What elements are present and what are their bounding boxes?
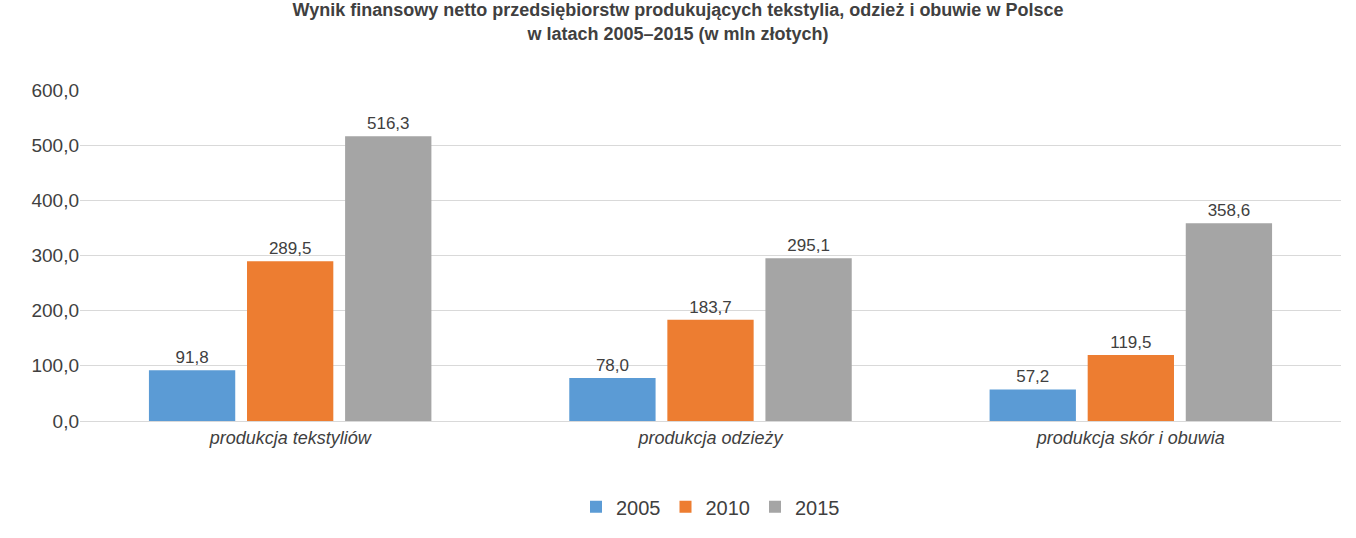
svg-text:358,6: 358,6	[1208, 201, 1251, 220]
svg-text:0,0: 0,0	[53, 411, 79, 432]
svg-text:400,0: 400,0	[31, 190, 79, 211]
svg-text:78,0: 78,0	[596, 356, 629, 375]
svg-text:produkcja tekstyliów: produkcja tekstyliów	[209, 428, 372, 448]
svg-text:100,0: 100,0	[31, 355, 79, 376]
svg-text:119,5: 119,5	[1110, 333, 1151, 352]
svg-text:91,8: 91,8	[176, 348, 209, 367]
svg-text:516,3: 516,3	[367, 114, 410, 133]
svg-text:2005: 2005	[616, 497, 661, 519]
svg-text:produkcja odzieży: produkcja odzieży	[637, 428, 783, 448]
svg-text:600,0: 600,0	[31, 80, 79, 101]
svg-text:295,1: 295,1	[787, 236, 830, 255]
svg-text:289,5: 289,5	[269, 239, 312, 258]
svg-text:Wynik finansowy netto przedsię: Wynik finansowy netto przedsiębiorstw pr…	[293, 0, 1064, 43]
svg-text:57,2: 57,2	[1016, 367, 1049, 386]
svg-text:500,0: 500,0	[31, 135, 79, 156]
svg-text:183,7: 183,7	[689, 298, 732, 317]
svg-text:2010: 2010	[706, 497, 751, 519]
svg-text:2015: 2015	[795, 497, 840, 519]
svg-text:200,0: 200,0	[31, 300, 79, 321]
svg-text:produkcja skór i obuwia: produkcja skór i obuwia	[1036, 428, 1225, 448]
svg-text:300,0: 300,0	[31, 245, 79, 266]
